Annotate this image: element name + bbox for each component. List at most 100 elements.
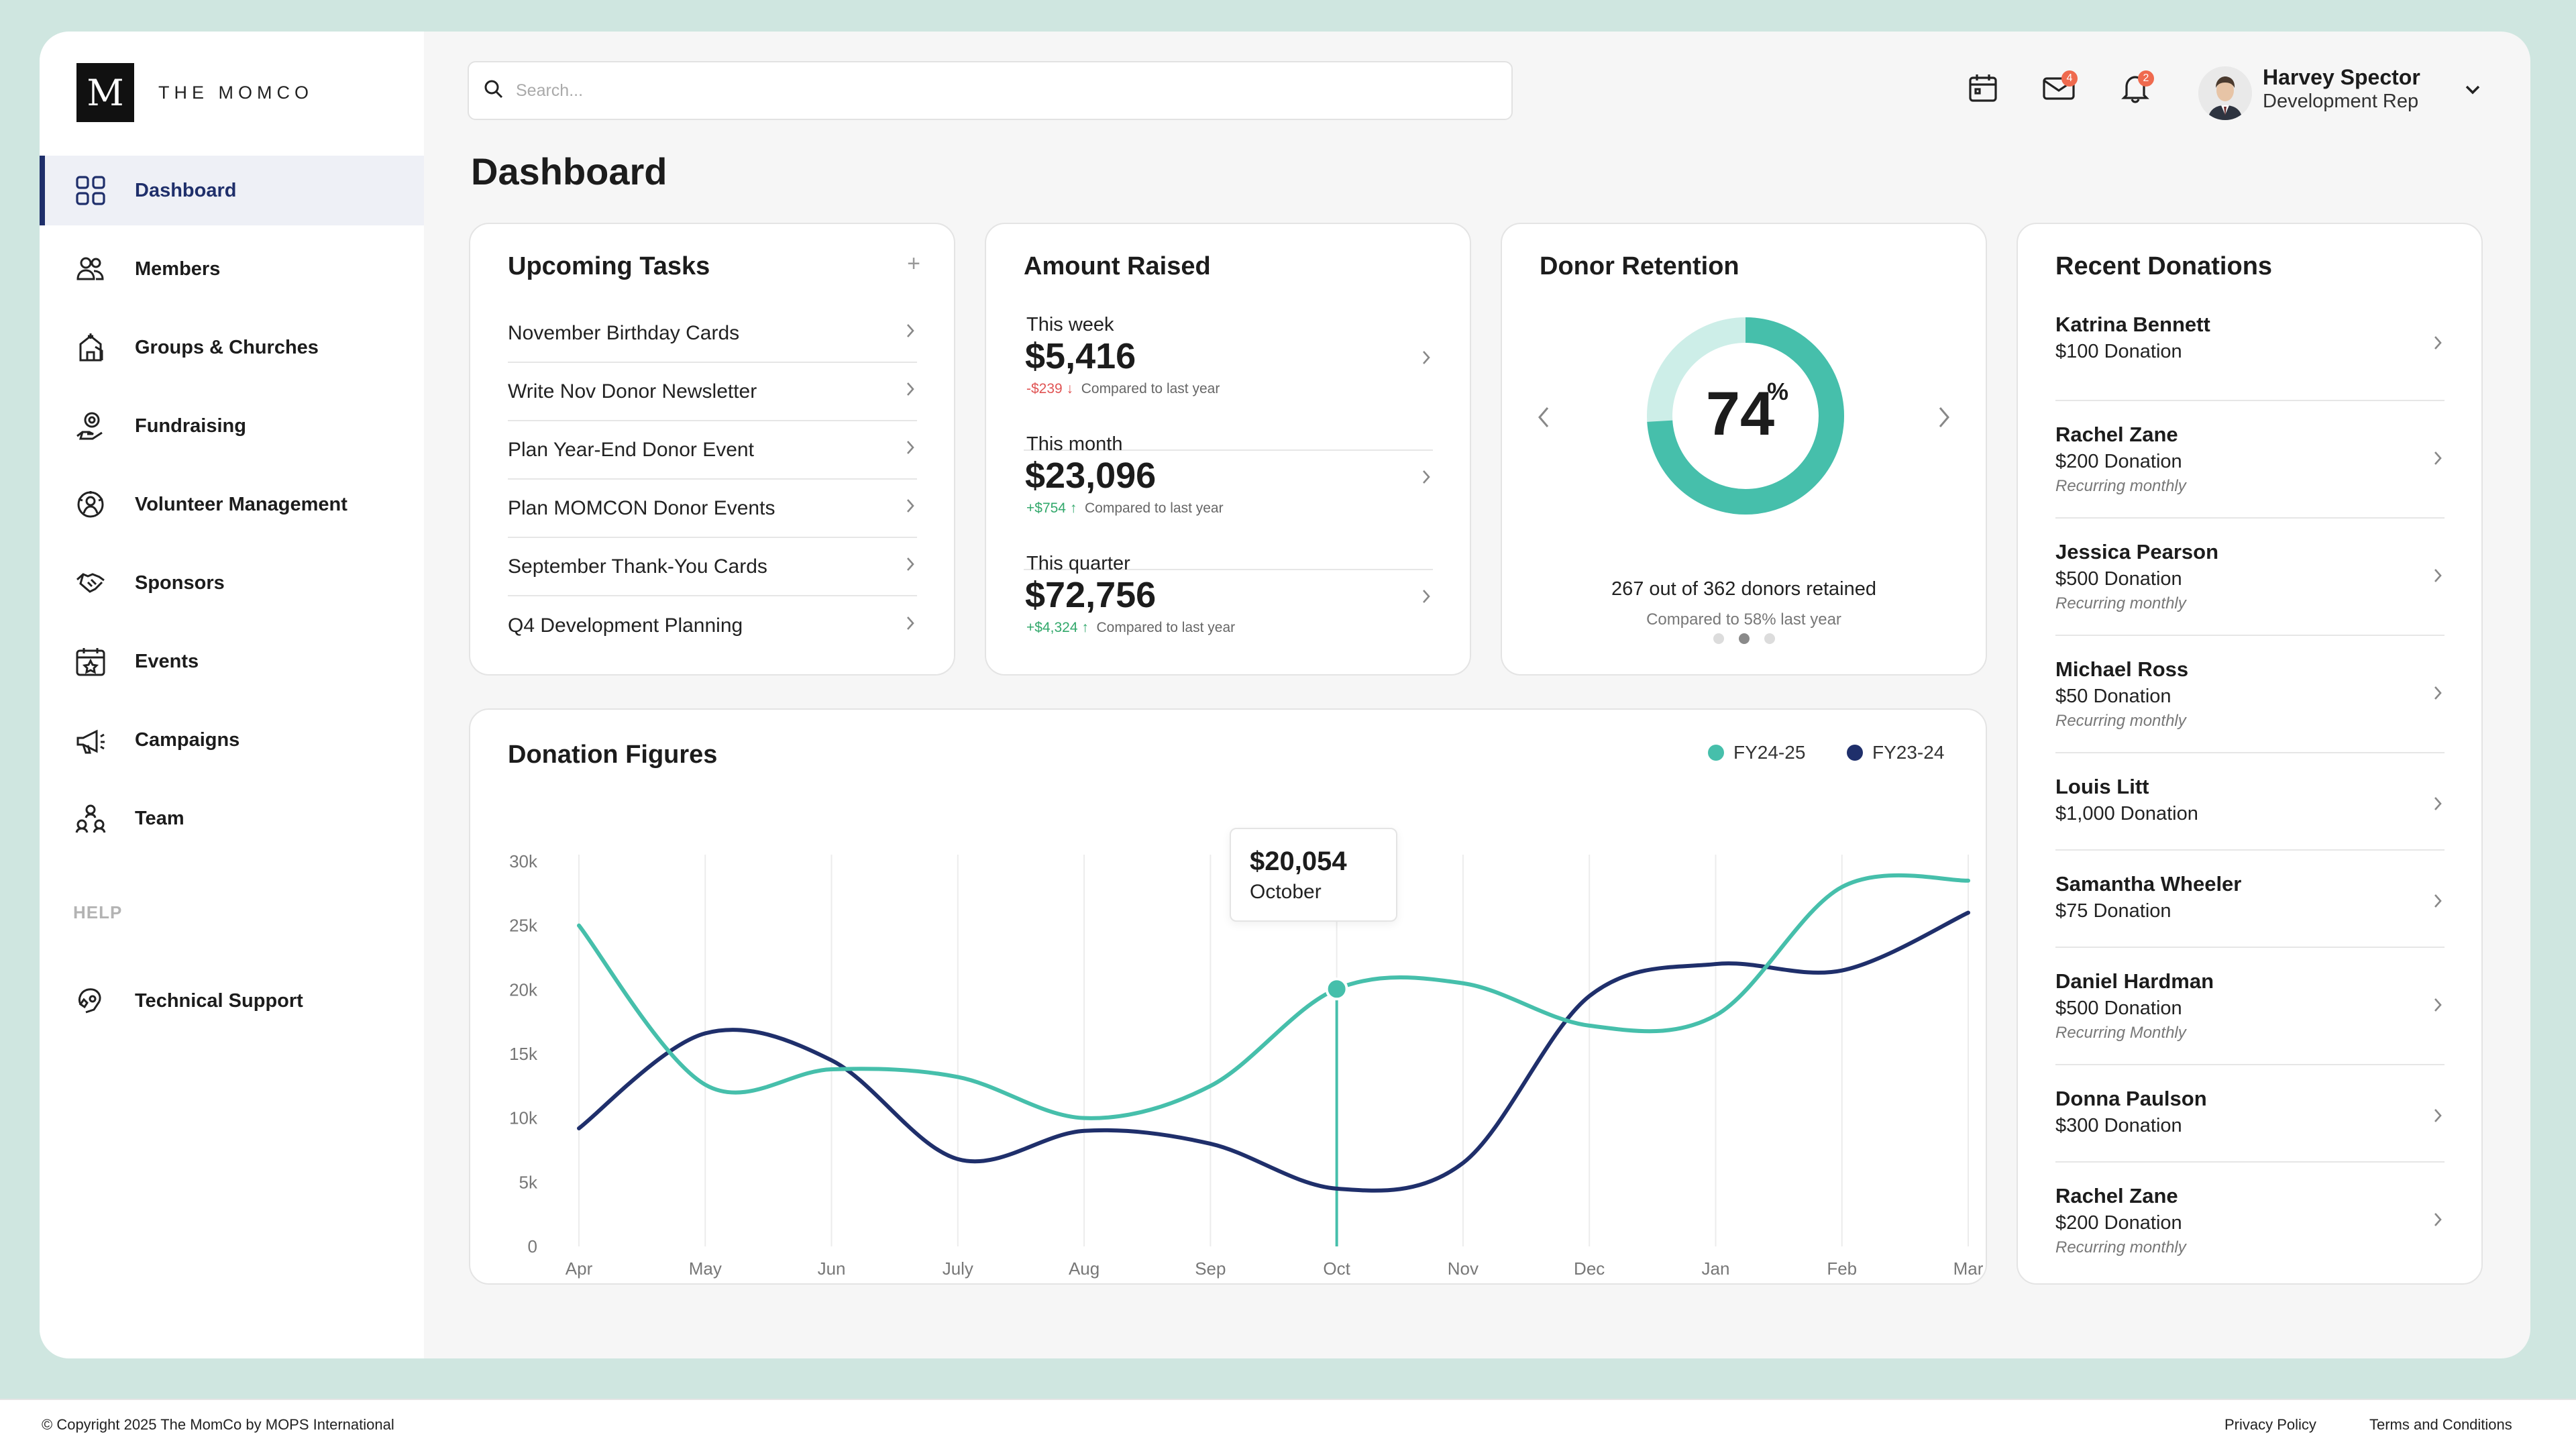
sidebar-item-members[interactable]: Members [40,234,424,304]
support-icon [74,985,107,1017]
sidebar-item-technical-support[interactable]: Technical Support [40,966,424,1036]
task-item[interactable]: September Thank-You Cards [508,538,917,596]
search-input[interactable] [516,80,1455,101]
y-tick-label: 30k [509,851,538,871]
donation-item[interactable]: Donna Paulson $300 Donation [2055,1065,2445,1163]
donor-name: Samantha Wheeler [2055,872,2242,896]
y-tick-label: 25k [509,916,538,936]
mail-badge: 4 [2061,70,2078,87]
privacy-policy-link[interactable]: Privacy Policy [2224,1416,2316,1433]
carousel-dot[interactable] [1713,633,1724,644]
retention-compare: Compared to 58% last year [1646,610,1841,629]
task-item[interactable]: November Birthday Cards [508,305,917,363]
legend-item-fy24-25[interactable]: FY24-25 [1708,742,1805,763]
sidebar-item-campaigns[interactable]: Campaigns [40,705,424,775]
app-window: M THE MOMCO Dashboard [40,32,2530,1358]
y-tick-label: 20k [509,979,538,1000]
retention-percent: 74 [1706,380,1774,448]
y-tick-label: 15k [509,1044,538,1064]
donation-recurring: Recurring monthly [2055,712,2186,730]
donation-item[interactable]: Rachel Zane $200 Donation Recurring mont… [2055,1163,2445,1280]
task-list: November Birthday Cards Write Nov Donor … [508,305,917,655]
calendar-button[interactable] [1963,69,2003,109]
amount-row-month[interactable]: This month $23,096 +$754 ↑ Compared to l… [1024,433,1433,551]
chevron-right-icon [904,322,917,345]
chevron-right-icon [2431,334,2445,355]
donation-item[interactable]: Louis Litt $1,000 Donation [2055,753,2445,851]
help-heading: HELP [73,902,123,922]
x-tick-label: Jun [818,1258,846,1279]
x-tick-label: Aug [1069,1258,1099,1279]
sidebar-item-label: Events [135,650,199,672]
task-item[interactable]: Plan MOMCON Donor Events [508,480,917,538]
donor-name: Jessica Pearson [2055,540,2219,564]
donation-amount: $500 Donation [2055,998,2182,1019]
amount-row-quarter[interactable]: This quarter $72,756 +$4,324 ↑ Compared … [1024,553,1433,671]
donation-amount: $50 Donation [2055,686,2171,707]
dashboard-grid-icon [74,174,107,207]
upcoming-tasks-card: Upcoming Tasks + November Birthday Cards… [469,223,955,676]
calendar-icon [1968,72,1998,107]
copyright-text: © Copyright 2025 The MomCo by MOPS Inter… [42,1416,394,1433]
sidebar-item-sponsors[interactable]: Sponsors [40,548,424,618]
sidebar-item-label: Team [135,807,184,829]
carousel-next-button[interactable] [1935,404,1953,434]
carousel-dot[interactable] [1738,633,1750,644]
carousel-prev-button[interactable] [1534,404,1553,434]
sidebar-item-dashboard[interactable]: Dashboard [40,156,424,225]
legend-label: FY23-24 [1872,742,1945,763]
amount-row-week[interactable]: This week $5,416 -$239 ↓ Compared to las… [1024,314,1433,432]
donation-item[interactable]: Samantha Wheeler $75 Donation [2055,851,2445,948]
sidebar-item-volunteer-management[interactable]: Volunteer Management [40,470,424,539]
donation-recurring: Recurring monthly [2055,1238,2186,1256]
donation-item[interactable]: Katrina Bennett $100 Donation [2055,306,2445,401]
chevron-right-icon [904,380,917,403]
carousel-dot[interactable] [1764,633,1775,644]
x-tick-label: Nov [1448,1258,1479,1279]
card-title: Donor Retention [1540,252,1739,280]
chevron-down-icon[interactable] [2463,80,2483,103]
notifications-button[interactable]: 2 [2115,69,2155,109]
sidebar-item-events[interactable]: Events [40,627,424,696]
search-bar[interactable] [468,61,1513,120]
amount-note: Compared to last year [1085,500,1224,516]
sidebar-item-label: Fundraising [135,415,246,437]
donation-figures-card: Donation Figures FY24-25 FY23-24 Apr May J… [469,708,1987,1285]
donor-name: Katrina Bennett [2055,313,2210,336]
donation-amount: $500 Donation [2055,568,2182,590]
chevron-right-icon [1419,588,1433,608]
donation-item[interactable]: Michael Ross $50 Donation Recurring mont… [2055,636,2445,753]
avatar[interactable] [2198,66,2252,120]
donation-amount: $100 Donation [2055,341,2182,362]
chevron-right-icon [904,614,917,637]
donation-item[interactable]: Rachel Zane $200 Donation Recurring mont… [2055,401,2445,519]
sidebar-item-team[interactable]: Team [40,784,424,853]
task-item[interactable]: Q4 Development Planning [508,596,917,655]
logo-mark: M [76,63,134,122]
brand-name: THE MOMCO [158,82,313,103]
handshake-icon [74,567,107,599]
sidebar-item-groups-churches[interactable]: Groups & Churches [40,313,424,382]
sidebar-item-label: Sponsors [135,572,225,594]
brand-logo[interactable]: M THE MOMCO [76,63,313,122]
mail-button[interactable]: 4 [2039,69,2079,109]
chart-title: Donation Figures [508,741,718,769]
add-task-button[interactable]: + [907,251,920,276]
divider [1024,569,1433,570]
user-name[interactable]: Harvey Spector [2263,65,2420,89]
recent-donations-card: Recent Donations Katrina Bennett $100 Do… [2017,223,2483,1285]
legend-item-fy23-24[interactable]: FY23-24 [1847,742,1944,763]
sidebar-item-fundraising[interactable]: Fundraising [40,391,424,461]
task-label: November Birthday Cards [508,321,740,344]
donation-item[interactable]: Daniel Hardman $500 Donation Recurring M… [2055,948,2445,1065]
task-item[interactable]: Write Nov Donor Newsletter [508,363,917,421]
carousel-dots [1502,633,1986,644]
chevron-right-icon [2431,1211,2445,1232]
terms-link[interactable]: Terms and Conditions [2369,1416,2512,1433]
donation-item[interactable]: Jessica Pearson $500 Donation Recurring … [2055,519,2445,636]
amount-raised-card: Amount Raised This week $5,416 -$239 ↓ C… [985,223,1471,676]
task-item[interactable]: Plan Year-End Donor Event [508,421,917,480]
chevron-right-icon [2431,1107,2445,1128]
chart-tooltip: $20,054 October [1230,828,1397,922]
amount-value: $5,416 [1025,336,1136,376]
